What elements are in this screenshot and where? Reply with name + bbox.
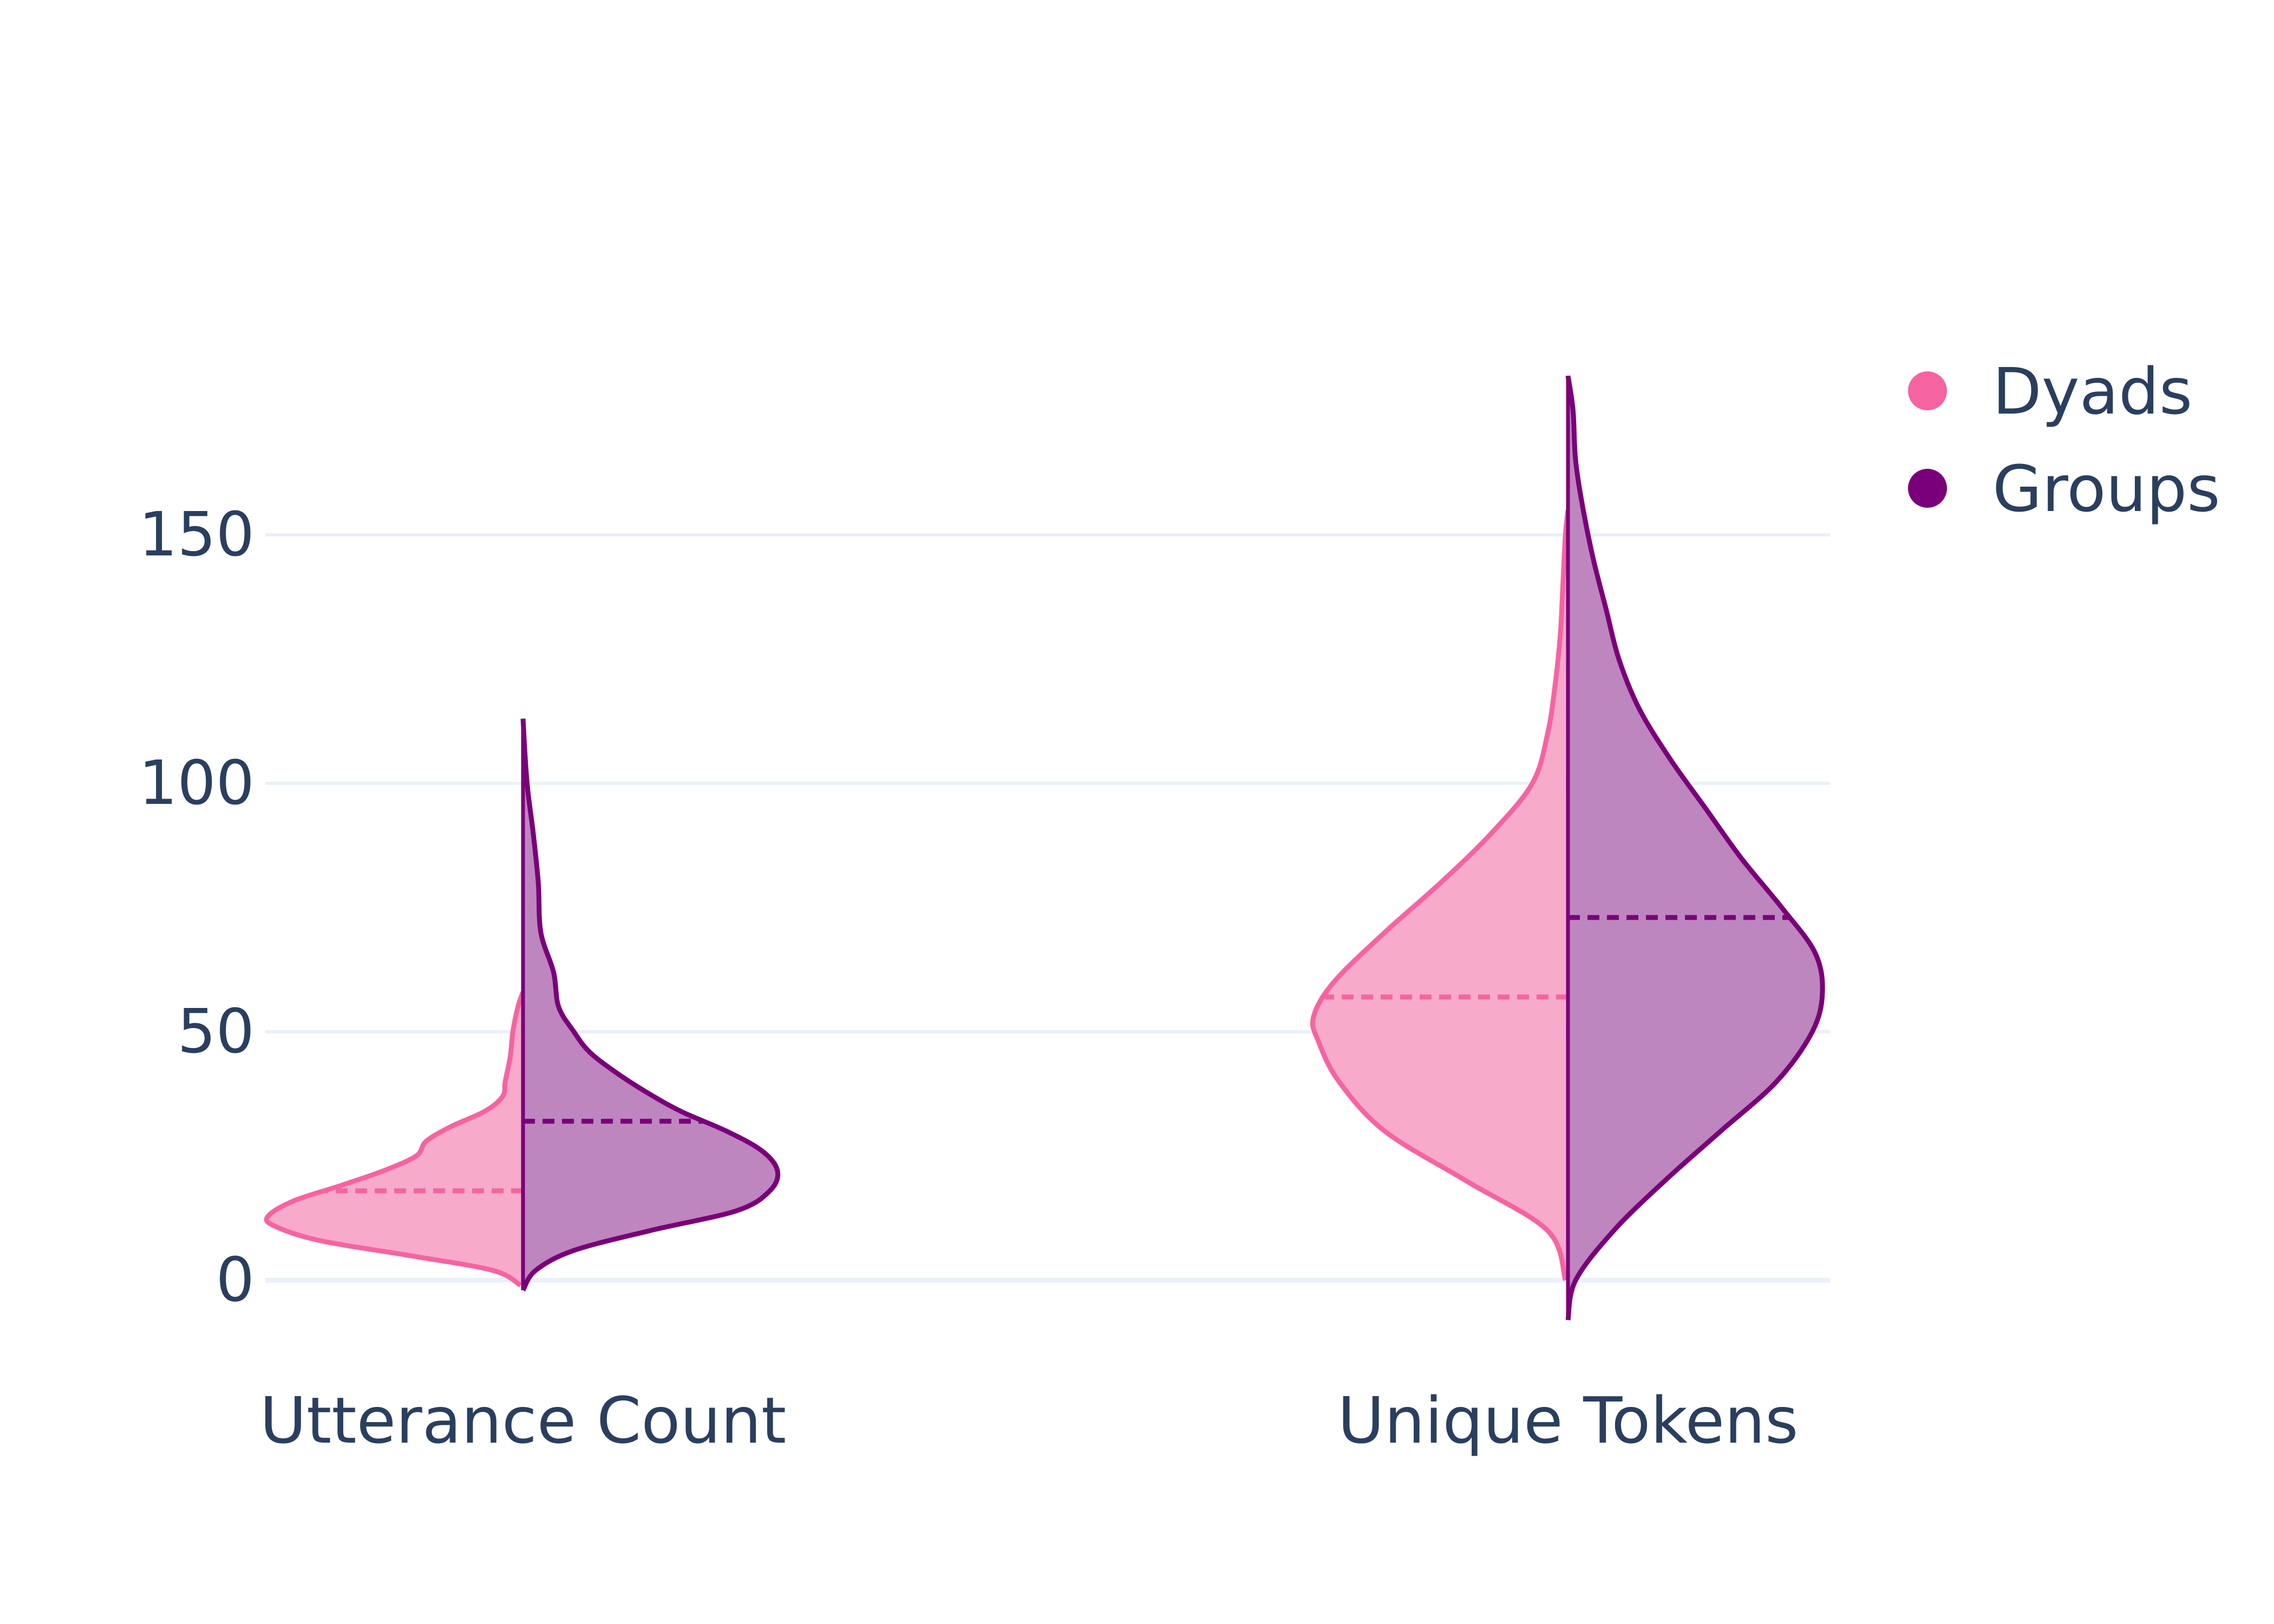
legend-item-groups[interactable]: Groups <box>1908 451 2220 526</box>
x-category-label: Unique Tokens <box>1338 1383 1799 1458</box>
y-tick-label: 50 <box>177 997 254 1067</box>
y-tick-label: 0 <box>216 1245 254 1315</box>
violin-outline <box>264 991 526 1288</box>
legend: Dyads Groups <box>1908 354 2220 526</box>
y-tick-label: 150 <box>139 500 254 570</box>
legend-label: Groups <box>1992 451 2220 526</box>
violin-dyads-utterance-count <box>264 991 526 1288</box>
violin-groups-utterance-count <box>520 718 781 1292</box>
y-axis-ticks: 0 50 100 150 <box>139 500 254 1315</box>
violin-fill <box>1312 510 1568 1280</box>
x-category-label: Utterance Count <box>260 1383 787 1458</box>
violin-outline <box>520 718 781 1292</box>
violin-fill <box>1568 376 1823 1320</box>
violin-fill <box>266 992 523 1286</box>
legend-item-dyads[interactable]: Dyads <box>1908 354 2192 429</box>
x-axis-categories: Utterance Count Unique Tokens <box>260 1383 1799 1458</box>
legend-label: Dyads <box>1992 354 2192 429</box>
violin-fill <box>523 718 778 1291</box>
violin-groups-unique-tokens <box>1565 375 1825 1321</box>
violins <box>264 375 1825 1321</box>
violin-dyads-unique-tokens <box>1310 509 1571 1281</box>
legend-marker <box>1908 469 1947 508</box>
violin-outline <box>1565 375 1825 1321</box>
violin-outline <box>1310 509 1571 1281</box>
y-tick-label: 100 <box>139 748 254 818</box>
legend-marker <box>1908 371 1947 410</box>
